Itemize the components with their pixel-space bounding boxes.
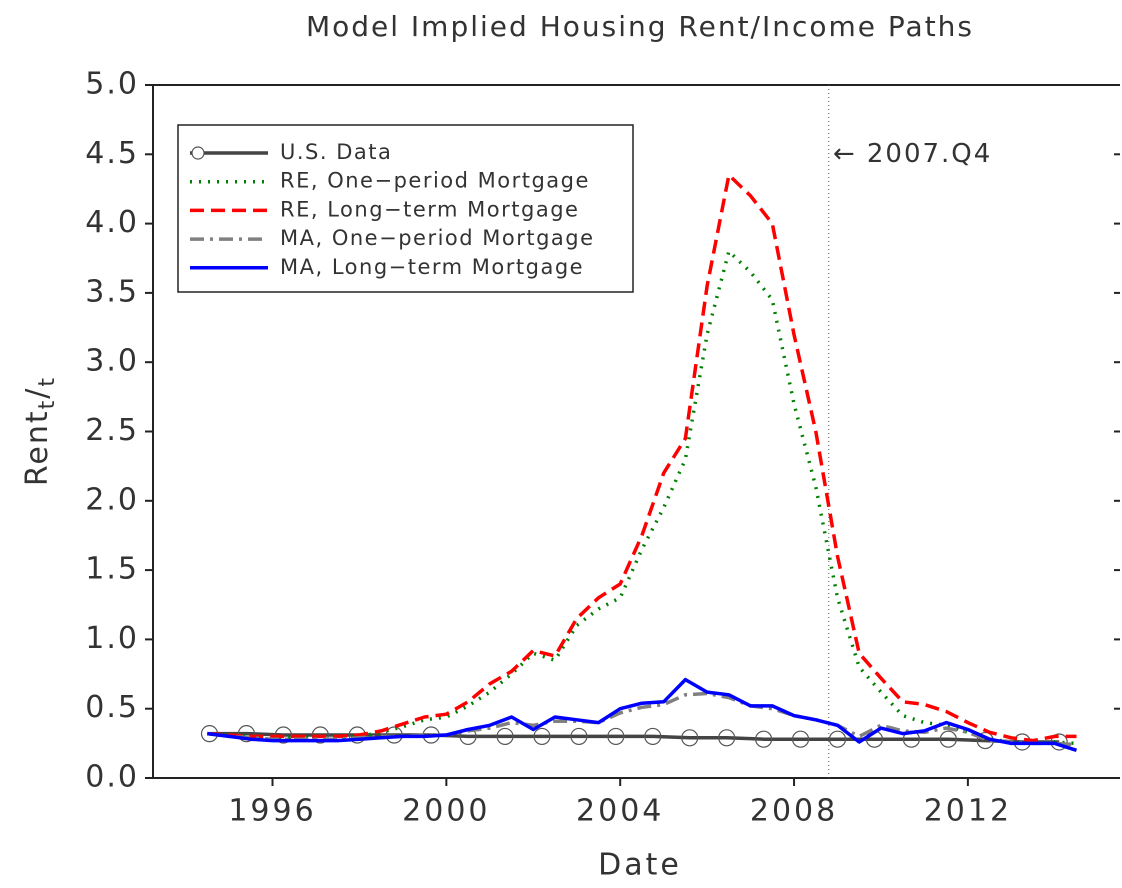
- chart-title: Model Implied Housing Rent/Income Paths: [306, 10, 974, 43]
- data-point: [681, 729, 699, 747]
- data-point: [718, 729, 736, 747]
- y-tick-label: 4.0: [85, 205, 139, 240]
- x-tick-label: 2004: [576, 794, 664, 829]
- y-tick-label: 3.5: [85, 274, 139, 309]
- annotation: ← 2007.Q4: [833, 139, 993, 169]
- legend-label: RE, One−period Mortgage: [280, 169, 590, 193]
- legend-label: MA, One−period Mortgage: [280, 226, 595, 250]
- series-line: [207, 173, 1077, 743]
- x-axis-label: Date: [598, 848, 682, 883]
- y-tick-label: 5.0: [85, 67, 139, 102]
- data-point: [939, 730, 957, 748]
- data-point: [533, 727, 551, 746]
- series-line: [207, 677, 1078, 752]
- x-tick-label: 1996: [228, 794, 316, 829]
- y-tick-label: 1.0: [85, 621, 139, 656]
- y-axis-label-part: t: [35, 376, 60, 387]
- y-tick-label: 2.0: [85, 482, 139, 517]
- data-point: [828, 730, 847, 748]
- series-line: [209, 731, 1060, 744]
- y-axis-label-part: Rent: [20, 409, 55, 486]
- data-point: [791, 730, 810, 748]
- legend-label: U.S. Data: [280, 140, 392, 164]
- y-axis-label-part: /: [20, 387, 55, 399]
- legend-label: RE, Long−term Mortgage: [280, 197, 579, 221]
- data-point: [570, 727, 588, 746]
- y-tick-label: 2.5: [85, 413, 139, 448]
- data-point: [755, 730, 773, 748]
- series-line: [207, 249, 1077, 746]
- y-axis-label: Rentt/t: [20, 376, 61, 486]
- y-tick-label: 1.5: [85, 552, 139, 587]
- legend-marker: [191, 146, 205, 160]
- x-tick-label: 2008: [750, 794, 838, 829]
- y-axis-label-part: t: [35, 399, 60, 410]
- legend-label: MA, Long−term Mortgage: [280, 255, 584, 279]
- y-tick-label: 0.5: [85, 690, 139, 725]
- data-point: [644, 727, 662, 746]
- x-tick-label: 2000: [402, 794, 490, 829]
- data-point: [496, 727, 514, 746]
- y-tick-label: 3.0: [85, 344, 139, 379]
- x-tick-label: 2012: [924, 794, 1012, 829]
- y-tick-label: 4.5: [85, 136, 139, 171]
- y-tick-label: 0.0: [85, 760, 139, 795]
- data-point: [237, 725, 256, 743]
- data-point: [607, 727, 625, 746]
